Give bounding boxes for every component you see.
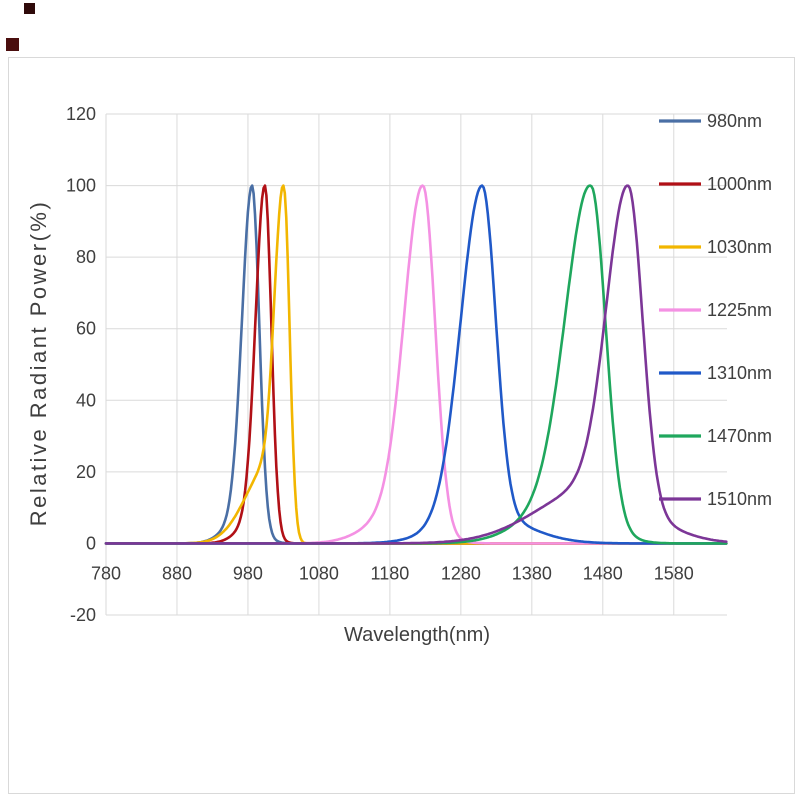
series-line-1225nm	[104, 184, 728, 545]
x-axis-title: Wavelength(nm)	[344, 624, 490, 646]
y-tick-label-120: 120	[66, 104, 96, 124]
y-axis-title: Relative Radiant Power(%)	[26, 199, 51, 527]
y-tick-label-80: 80	[76, 247, 96, 267]
legend-label-1000nm: 1000nm	[707, 174, 772, 194]
legend-label-1310nm: 1310nm	[707, 363, 772, 383]
legend-label-1510nm: 1510nm	[707, 489, 772, 509]
y-tick-label-40: 40	[76, 390, 96, 410]
y-tick-label-0: 0	[86, 533, 96, 553]
y-tick-label--20: -20	[70, 605, 96, 625]
legend-label-1470nm: 1470nm	[707, 426, 772, 446]
series-line-1510nm	[104, 184, 728, 545]
x-tick-label-1180: 1180	[371, 563, 410, 583]
x-tick-label-780: 780	[91, 563, 121, 583]
x-tick-label-1580: 1580	[654, 563, 694, 583]
chart-panel: -20 0 20 40 60 80 100 120 780 880 980 1080 1180 1280 1…	[8, 57, 795, 794]
x-tick-label-1080: 1080	[299, 563, 339, 583]
y-tick-label-20: 20	[76, 462, 96, 482]
legend-label-1225nm: 1225nm	[707, 300, 772, 320]
x-tick-label-1380: 1380	[512, 563, 552, 583]
series-line-980nm	[104, 184, 728, 545]
corner-marker-top	[24, 3, 35, 14]
series-line-1030nm	[104, 184, 728, 545]
series-line-1000nm	[104, 184, 728, 545]
x-tick-label-880: 880	[162, 563, 192, 583]
y-tick-label-60: 60	[76, 319, 96, 339]
corner-marker-left	[6, 38, 19, 51]
x-tick-label-980: 980	[233, 563, 263, 583]
legend-label-1030nm: 1030nm	[707, 237, 772, 257]
x-tick-label-1280: 1280	[441, 563, 481, 583]
series-line-1310nm	[104, 184, 728, 545]
spectrum-chart: -20 0 20 40 60 80 100 120 780 880 980 1080 1180 1280 1…	[66, 104, 772, 625]
series-line-1470nm	[104, 184, 728, 545]
x-tick-label-1480: 1480	[583, 563, 623, 583]
y-tick-label-100: 100	[66, 176, 96, 196]
legend-label-980nm: 980nm	[707, 111, 762, 131]
